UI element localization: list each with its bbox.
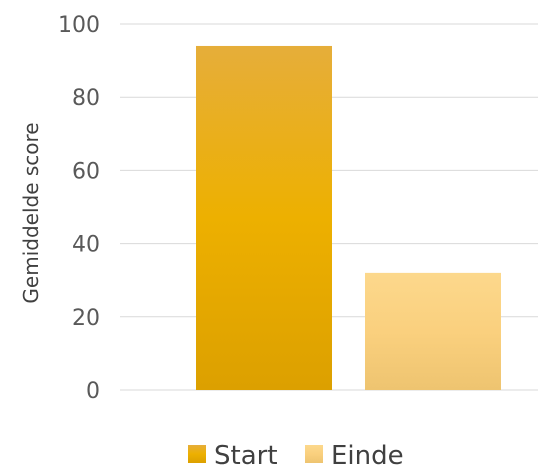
y-tick-label-60: 60 <box>72 159 100 184</box>
bar-start <box>196 45 332 391</box>
y-tick-label-0: 0 <box>86 379 100 404</box>
legend-label-start: Start <box>214 441 278 471</box>
y-axis-title: Gemiddelde score <box>19 122 43 303</box>
y-tick-label-40: 40 <box>72 233 100 258</box>
bars-layer <box>196 45 501 391</box>
axis-layer: 0 20 40 60 80 100 Gemiddelde score <box>19 13 100 404</box>
legend-label-einde: Einde <box>331 441 404 471</box>
y-tick-label-80: 80 <box>72 86 100 111</box>
legend-swatch-start <box>188 445 206 463</box>
bar-einde <box>365 272 501 390</box>
legend-swatch-einde <box>305 445 323 463</box>
y-tick-label-20: 20 <box>72 306 100 331</box>
legend-layer: Start Einde <box>188 441 404 471</box>
y-tick-label-100: 100 <box>58 13 100 38</box>
